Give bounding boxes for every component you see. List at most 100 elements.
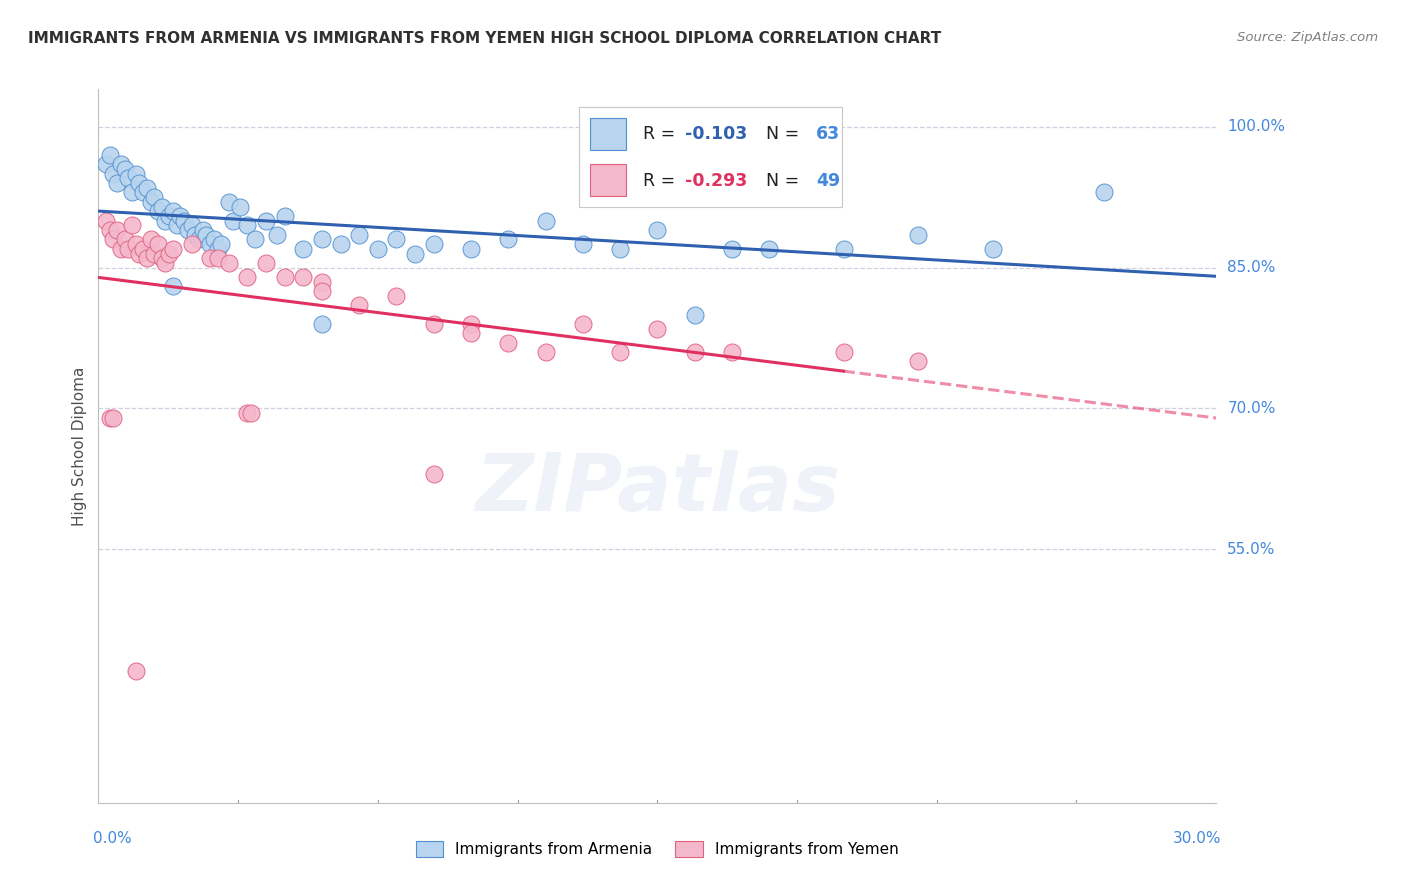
Point	[121, 219, 143, 233]
Point	[229, 200, 252, 214]
Point	[173, 213, 195, 227]
Point	[128, 246, 150, 260]
Point	[195, 227, 218, 242]
Point	[367, 242, 389, 256]
Point	[209, 237, 232, 252]
Point	[981, 242, 1004, 256]
Point	[114, 232, 136, 246]
FancyBboxPatch shape	[591, 164, 626, 196]
Text: 63: 63	[815, 125, 841, 143]
Y-axis label: High School Diploma: High School Diploma	[72, 367, 87, 525]
Point	[423, 467, 446, 482]
Point	[254, 256, 277, 270]
Point	[103, 167, 125, 181]
Point	[385, 232, 408, 246]
Point	[169, 209, 191, 223]
FancyBboxPatch shape	[579, 107, 842, 207]
Point	[292, 270, 315, 285]
Point	[125, 167, 148, 181]
Point	[157, 246, 180, 260]
Point	[534, 345, 557, 359]
Point	[907, 354, 929, 368]
Point	[460, 326, 482, 341]
Point	[647, 321, 669, 335]
Point	[146, 204, 169, 219]
Point	[125, 665, 148, 679]
Text: 85.0%: 85.0%	[1227, 260, 1275, 275]
Legend: Immigrants from Armenia, Immigrants from Yemen: Immigrants from Armenia, Immigrants from…	[409, 835, 905, 863]
Text: R =: R =	[643, 171, 681, 189]
Point	[385, 289, 408, 303]
Point	[498, 335, 520, 350]
Point	[207, 251, 229, 265]
Point	[94, 157, 117, 171]
Point	[349, 298, 371, 312]
Point	[200, 251, 222, 265]
Point	[498, 232, 520, 246]
Point	[832, 345, 855, 359]
Point	[571, 317, 595, 331]
Point	[132, 242, 155, 256]
Point	[609, 345, 631, 359]
Point	[150, 200, 173, 214]
Text: -0.293: -0.293	[685, 171, 748, 189]
Point	[143, 190, 166, 204]
Point	[110, 242, 132, 256]
Point	[758, 242, 780, 256]
Point	[571, 237, 595, 252]
Point	[150, 251, 173, 265]
Point	[609, 242, 631, 256]
Text: N =: N =	[755, 171, 804, 189]
Point	[721, 242, 744, 256]
Point	[200, 237, 222, 252]
Text: IMMIGRANTS FROM ARMENIA VS IMMIGRANTS FROM YEMEN HIGH SCHOOL DIPLOMA CORRELATION: IMMIGRANTS FROM ARMENIA VS IMMIGRANTS FR…	[28, 31, 942, 46]
Point	[105, 176, 128, 190]
Point	[218, 256, 240, 270]
Point	[105, 223, 128, 237]
Point	[143, 246, 166, 260]
Point	[349, 227, 371, 242]
Text: 100.0%: 100.0%	[1227, 120, 1285, 135]
Point	[94, 213, 117, 227]
Point	[683, 345, 706, 359]
Point	[1094, 186, 1116, 200]
Point	[274, 270, 297, 285]
Point	[162, 204, 184, 219]
Point	[311, 232, 333, 246]
Text: 0.0%: 0.0%	[93, 831, 132, 847]
Point	[114, 161, 136, 176]
Point	[647, 223, 669, 237]
Point	[460, 317, 482, 331]
Text: Source: ZipAtlas.com: Source: ZipAtlas.com	[1237, 31, 1378, 45]
Point	[683, 308, 706, 322]
Point	[121, 186, 143, 200]
Point	[243, 232, 266, 246]
Point	[184, 227, 207, 242]
Text: R =: R =	[643, 125, 681, 143]
Point	[155, 256, 177, 270]
Point	[236, 219, 259, 233]
Point	[404, 246, 426, 260]
Point	[132, 186, 155, 200]
Point	[146, 237, 169, 252]
Point	[128, 176, 150, 190]
Text: 55.0%: 55.0%	[1227, 541, 1275, 557]
Point	[103, 232, 125, 246]
Point	[254, 213, 277, 227]
Point	[832, 242, 855, 256]
Point	[274, 209, 297, 223]
Point	[166, 219, 188, 233]
Point	[202, 232, 225, 246]
Text: 70.0%: 70.0%	[1227, 401, 1275, 416]
Point	[423, 237, 446, 252]
Point	[240, 406, 263, 420]
Point	[534, 213, 557, 227]
Point	[98, 410, 121, 425]
Point	[191, 223, 214, 237]
Point	[311, 317, 333, 331]
Point	[103, 410, 125, 425]
Text: 30.0%: 30.0%	[1173, 831, 1222, 847]
Point	[177, 223, 200, 237]
Point	[135, 251, 157, 265]
Point	[311, 284, 333, 298]
